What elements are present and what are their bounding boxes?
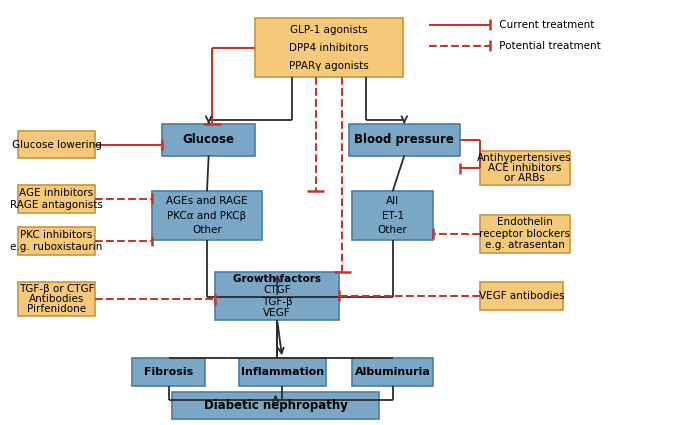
FancyBboxPatch shape: [162, 124, 256, 156]
Text: Inflammation: Inflammation: [240, 367, 324, 377]
Text: e.g. atrasentan: e.g. atrasentan: [485, 240, 564, 250]
Text: Growth factors: Growth factors: [233, 274, 321, 284]
Text: or ARBs: or ARBs: [504, 173, 545, 184]
FancyBboxPatch shape: [18, 282, 95, 316]
Text: VEGF antibodies: VEGF antibodies: [479, 291, 564, 301]
Text: PKC inhibitors: PKC inhibitors: [21, 230, 92, 240]
FancyBboxPatch shape: [256, 18, 403, 77]
FancyBboxPatch shape: [18, 227, 95, 255]
Text: Antibodies: Antibodies: [29, 294, 84, 304]
Text: Glucose: Glucose: [183, 133, 235, 146]
Text: GLP-1 agonists: GLP-1 agonists: [290, 25, 368, 35]
Text: AGEs and RAGE: AGEs and RAGE: [166, 196, 248, 206]
Text: PKCα and PKCβ: PKCα and PKCβ: [167, 211, 247, 221]
FancyBboxPatch shape: [152, 191, 262, 240]
Text: TGF-β or CTGF: TGF-β or CTGF: [18, 284, 95, 294]
FancyBboxPatch shape: [349, 124, 460, 156]
Text: ET-1: ET-1: [382, 211, 403, 221]
Text: Fibrosis: Fibrosis: [144, 367, 193, 377]
Text: e.g. ruboxistaurin: e.g. ruboxistaurin: [10, 242, 103, 252]
Text: ACE inhibitors: ACE inhibitors: [488, 163, 562, 173]
FancyBboxPatch shape: [479, 282, 563, 309]
FancyBboxPatch shape: [172, 392, 379, 419]
FancyBboxPatch shape: [132, 358, 206, 385]
FancyBboxPatch shape: [479, 151, 570, 185]
FancyBboxPatch shape: [18, 185, 95, 212]
Text: Other: Other: [192, 225, 222, 235]
Text: Antihypertensives: Antihypertensives: [477, 153, 572, 163]
Text: Albuminuria: Albuminuria: [355, 367, 431, 377]
FancyBboxPatch shape: [215, 272, 339, 320]
Text: Other: Other: [377, 225, 408, 235]
Text: CTGF: CTGF: [264, 285, 291, 295]
Text: AII: AII: [386, 196, 399, 206]
Text: DPP4 inhibitors: DPP4 inhibitors: [289, 43, 369, 53]
FancyBboxPatch shape: [239, 358, 325, 385]
Text: Blood pressure: Blood pressure: [354, 133, 454, 146]
Text: Endothelin: Endothelin: [497, 217, 553, 227]
Text: TGF-β: TGF-β: [262, 297, 292, 306]
FancyBboxPatch shape: [353, 191, 433, 240]
Text: RAGE antagonists: RAGE antagonists: [10, 200, 103, 210]
FancyBboxPatch shape: [479, 215, 570, 252]
FancyBboxPatch shape: [353, 358, 433, 385]
Text: Glucose lowering: Glucose lowering: [12, 140, 101, 150]
FancyBboxPatch shape: [18, 131, 95, 159]
Text: Diabetic nephropathy: Diabetic nephropathy: [203, 399, 347, 412]
Text: Potential treatment: Potential treatment: [497, 41, 601, 51]
Text: Pirfenidone: Pirfenidone: [27, 304, 86, 314]
Text: PPARγ agonists: PPARγ agonists: [289, 61, 369, 71]
Text: receptor blockers: receptor blockers: [479, 229, 571, 238]
Text: AGE inhibitors: AGE inhibitors: [19, 188, 94, 198]
Text: Current treatment: Current treatment: [497, 20, 595, 30]
Text: VEGF: VEGF: [264, 308, 291, 318]
